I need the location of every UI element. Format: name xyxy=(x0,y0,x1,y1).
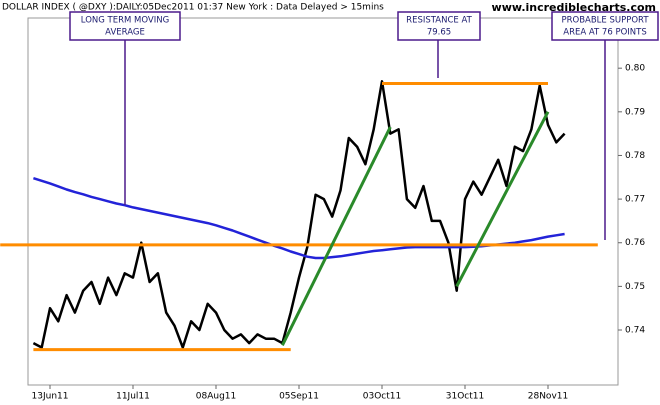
overlay-line xyxy=(281,126,392,346)
overlay-line xyxy=(455,111,550,288)
annotations: LONG TERM MOVING AVERAGE RESISTANCE AT 7… xyxy=(69,11,659,240)
annotation-box xyxy=(551,11,659,41)
y-tick-label: 0.74 xyxy=(625,326,645,336)
plot-frame xyxy=(27,17,619,386)
x-tick-label: 08Aug11 xyxy=(196,392,236,402)
y-tick-label: 0.79 xyxy=(625,107,645,117)
annotation-box xyxy=(397,11,481,41)
annotation-box xyxy=(69,11,181,41)
x-tick-label: 03Oct11 xyxy=(363,392,401,402)
y-tick-label: 0.76 xyxy=(625,238,645,248)
annotation: RESISTANCE AT xyxy=(406,16,472,26)
y-tick-label: 0.75 xyxy=(625,282,645,292)
chart-title: DOLLAR INDEX ( @DXY ):DAILY:05Dec2011 01… xyxy=(2,3,384,13)
annotation: 79.65 xyxy=(427,28,451,38)
annotation: AREA AT 76 POINTS xyxy=(563,28,646,38)
x-tick-label: 31Oct11 xyxy=(446,392,484,402)
y-tick-label: 0.78 xyxy=(625,151,645,161)
x-tick-label: 11Jul11 xyxy=(116,392,150,402)
annotation: AVERAGE xyxy=(105,28,145,38)
y-tick-label: 0.80 xyxy=(625,64,645,74)
x-tick-label: 05Sep11 xyxy=(279,392,319,402)
y-tick-label: 0.77 xyxy=(625,195,645,205)
series-line xyxy=(32,80,566,349)
annotation: LONG TERM MOVING xyxy=(81,16,169,26)
x-tick-label: 13Jun11 xyxy=(32,392,69,402)
annotation: PROBABLE SUPPORT xyxy=(561,16,649,26)
x-tick-label: 28Nov11 xyxy=(528,392,568,402)
site: www.incrediblecharts.com xyxy=(492,1,656,14)
